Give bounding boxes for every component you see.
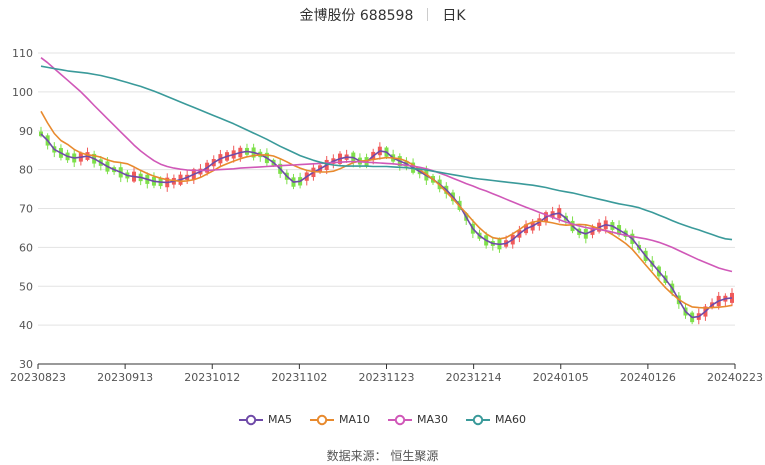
x-tick-label: 20231214	[446, 371, 502, 384]
legend-label: MA10	[338, 413, 370, 426]
title-separator	[427, 8, 429, 21]
legend-item-ma5[interactable]: MA5	[238, 413, 292, 426]
ma-lines	[40, 57, 733, 319]
x-tick-label: 20231012	[184, 371, 240, 384]
data-source: 数据来源： 恒生聚源	[326, 449, 439, 463]
x-tick-label: 20230823	[10, 371, 66, 384]
legend-label: MA30	[417, 413, 449, 426]
legend-label: MA60	[495, 413, 527, 426]
y-tick-label: 80	[19, 164, 33, 177]
candlesticks	[39, 126, 734, 325]
y-tick-label: 60	[19, 241, 33, 254]
x-tick-label: 20231123	[359, 371, 415, 384]
legend-marker-icon	[238, 414, 263, 425]
x-tick-label: 20240223	[707, 371, 763, 384]
legend-item-ma10[interactable]: MA10	[309, 413, 370, 426]
y-tick-label: 110	[12, 47, 33, 60]
y-tick-label: 50	[19, 280, 33, 293]
y-tick-label: 30	[19, 358, 33, 371]
grid-lines	[38, 52, 735, 365]
series-line-ma5	[40, 133, 733, 319]
series-line-ma30	[40, 57, 733, 273]
x-axis: 20230823 20230913 20231012 20231102 20231123…	[10, 363, 763, 384]
y-tick-label: 90	[19, 125, 33, 138]
y-tick-label: 100	[12, 86, 33, 99]
legend-label: MA5	[267, 413, 292, 426]
legend-item-ma30[interactable]: MA30	[388, 413, 448, 426]
y-tick-label: 70	[19, 203, 33, 216]
x-tick-label: 20230913	[97, 371, 153, 384]
x-tick-label: 20240105	[533, 371, 589, 384]
legend: MA5 MA10 MA30 MA60	[0, 413, 765, 426]
stock-name-code: 金博股份 688598	[299, 8, 414, 24]
legend-marker-icon	[466, 414, 491, 425]
y-axis: 30 40 50 60 70 80 90 100 110	[12, 47, 33, 371]
y-tick-label: 40	[19, 319, 33, 332]
x-tick-label: 20240126	[620, 371, 676, 384]
candle-body	[39, 131, 43, 137]
x-tick-label: 20231102	[271, 371, 327, 384]
legend-item-ma60[interactable]: MA60	[466, 413, 526, 426]
period-label: 日K	[442, 8, 466, 24]
legend-marker-icon	[388, 414, 412, 425]
series-line-ma60	[40, 65, 733, 241]
chart-title: 金博股份 688598 日K	[0, 5, 765, 25]
legend-marker-icon	[309, 414, 334, 425]
series-line-ma10	[40, 110, 733, 309]
